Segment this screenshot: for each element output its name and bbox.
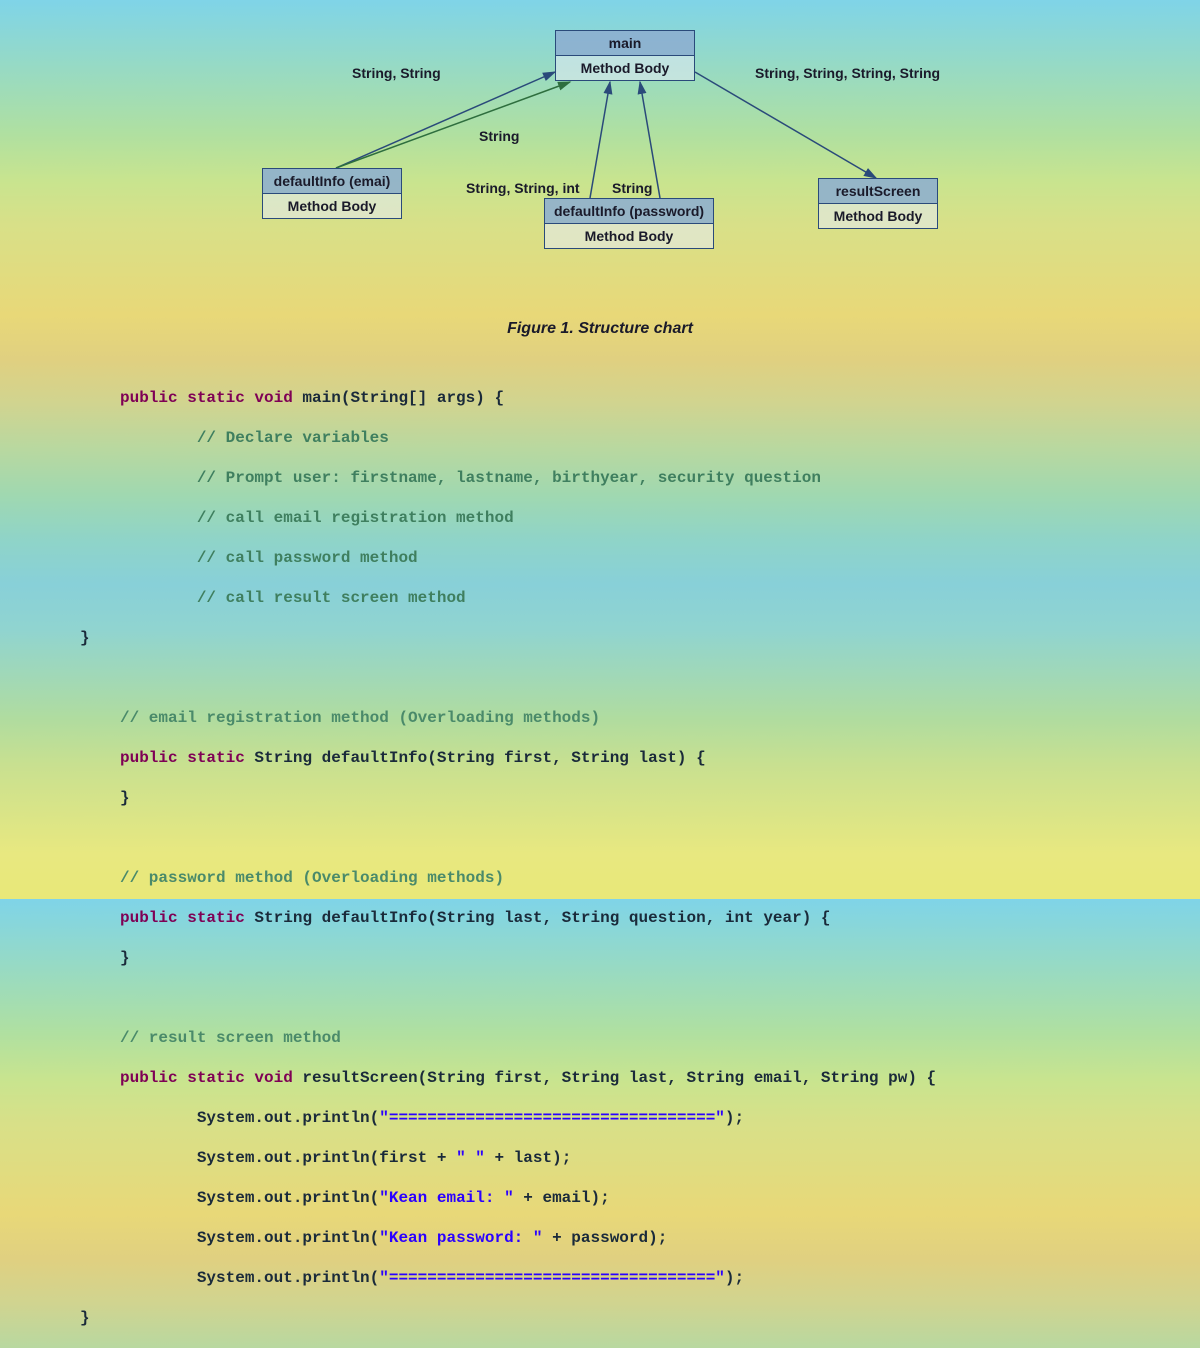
diagram-edge-label: String, String, String, String (755, 65, 940, 81)
string-literal: "==================================" (379, 1109, 725, 1127)
string-literal: "Kean email: " (379, 1189, 513, 1207)
brace: } (120, 789, 130, 807)
comment: // password method (Overloading methods) (120, 869, 504, 887)
diagram-box-header: main (556, 31, 694, 56)
diagram-edge-label: String, String, int (466, 180, 580, 196)
brace: } (80, 1309, 90, 1327)
code-text: + password); (542, 1229, 667, 1247)
brace: } (80, 629, 90, 647)
code-text: System.out.println( (120, 1189, 379, 1207)
keyword: public static void (120, 1069, 293, 1087)
string-literal: " " (456, 1149, 485, 1167)
comment: // call email registration method (197, 509, 514, 527)
comment: // email registration method (Overloadin… (120, 709, 600, 727)
diagram-box-header: resultScreen (819, 179, 937, 204)
diagram-box-main: main Method Body (555, 30, 695, 81)
diagram-edge-label: String, String (352, 65, 441, 81)
figure-caption: Figure 1. Structure chart (0, 320, 1200, 338)
diagram-box-result: resultScreen Method Body (818, 178, 938, 229)
diagram-edge-label: String (479, 128, 519, 144)
comment: // Prompt user: firstname, lastname, bir… (197, 469, 821, 487)
structure-chart-diagram: main Method Body defaultInfo (emai) Method … (0, 0, 1200, 310)
code-text: ); (725, 1109, 744, 1127)
code-text: resultScreen(String first, String last, … (293, 1069, 936, 1087)
diagram-box-password: defaultInfo (password) Method Body (544, 198, 714, 249)
code-text: System.out.println( (120, 1109, 379, 1127)
keyword: public static (120, 749, 245, 767)
comment: // Declare variables (197, 429, 389, 447)
diagram-box-body: Method Body (827, 208, 929, 224)
code-text: String defaultInfo(String first, String … (245, 749, 706, 767)
code-text: main(String[] args) { (293, 389, 504, 407)
diagram-box-header: defaultInfo (emai) (263, 169, 401, 194)
comment: // call password method (197, 549, 418, 567)
code-text: String defaultInfo(String last, String q… (245, 909, 831, 927)
code-block: public static void main(String[] args) {… (0, 368, 1200, 1348)
diagram-edge-label: String (612, 180, 652, 196)
comment: // call result screen method (197, 589, 466, 607)
string-literal: "==================================" (379, 1269, 725, 1287)
diagram-box-header: defaultInfo (password) (545, 199, 713, 224)
code-text: System.out.println( (120, 1269, 379, 1287)
diagram-box-body: Method Body (564, 60, 686, 76)
diagram-box-email: defaultInfo (emai) Method Body (262, 168, 402, 219)
diagram-box-body: Method Body (271, 198, 393, 214)
comment: // result screen method (120, 1029, 341, 1047)
code-text: ); (725, 1269, 744, 1287)
string-literal: "Kean password: " (379, 1229, 542, 1247)
keyword: public static void (120, 389, 293, 407)
code-text: + last); (485, 1149, 571, 1167)
code-text: + email); (514, 1189, 610, 1207)
code-text: System.out.println(first + (120, 1149, 456, 1167)
keyword: public static (120, 909, 245, 927)
brace: } (120, 949, 130, 967)
diagram-box-body: Method Body (553, 228, 705, 244)
code-text: System.out.println( (120, 1229, 379, 1247)
